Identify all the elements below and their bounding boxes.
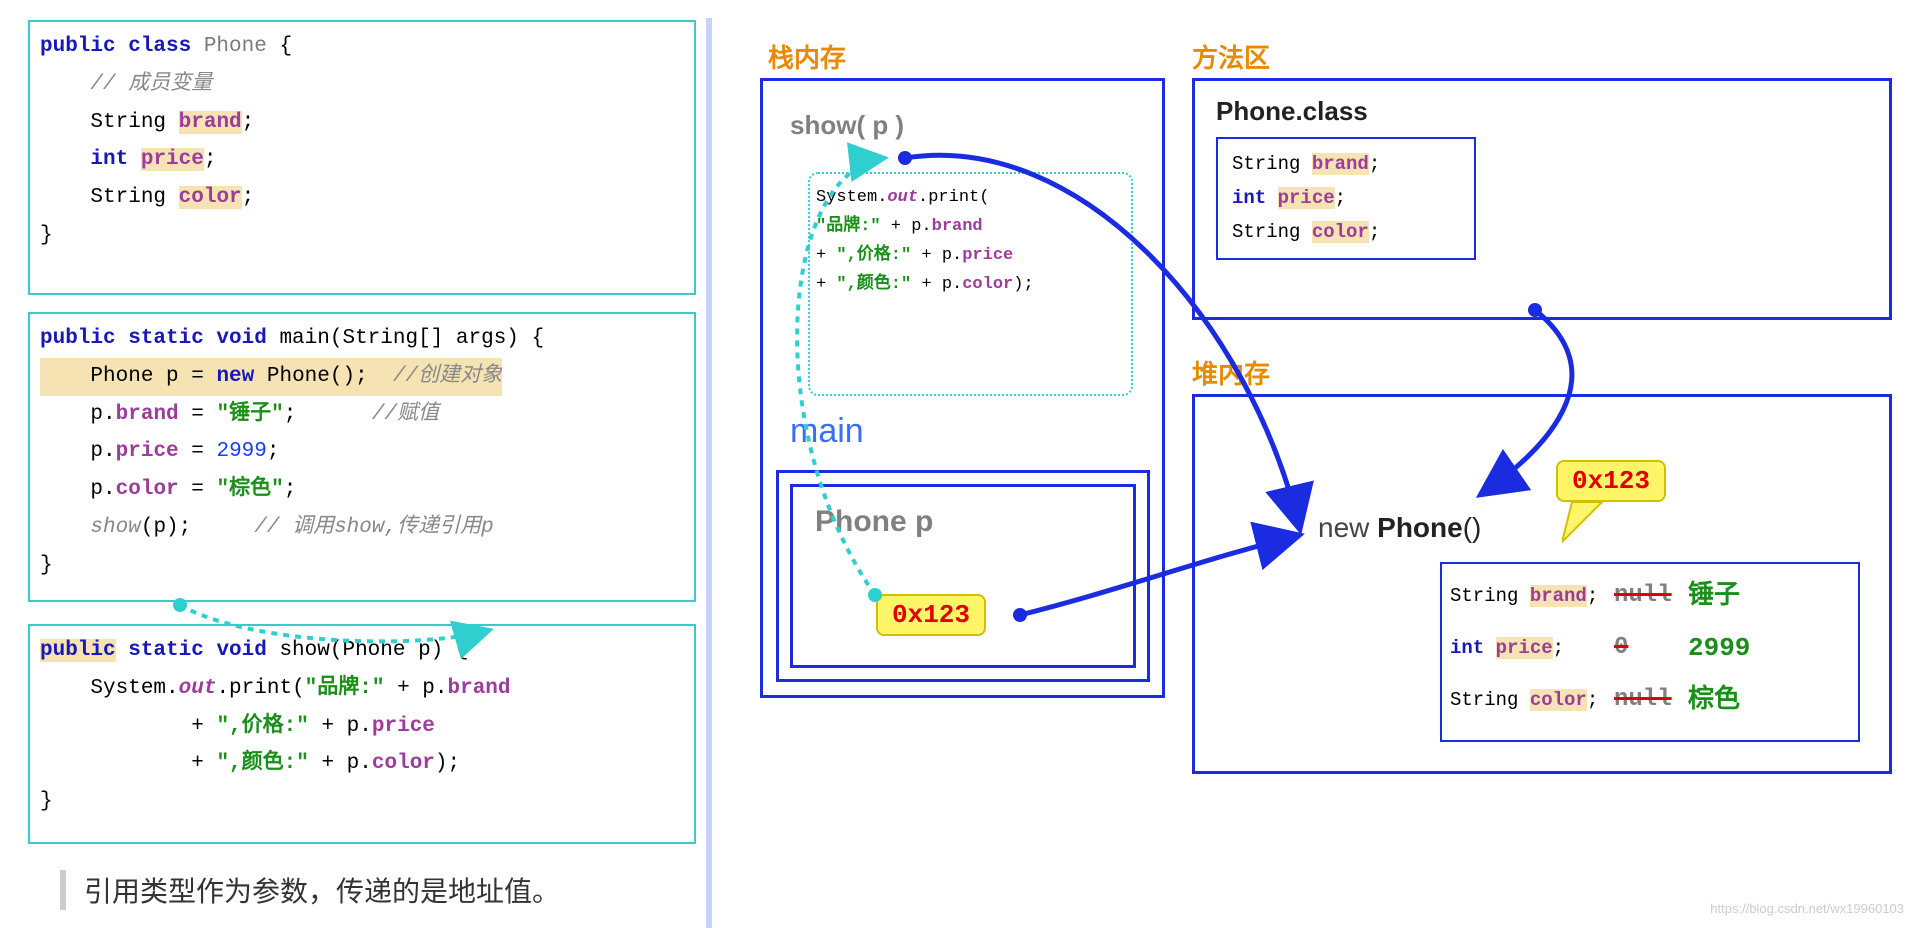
code-show-method: public static void show(Phone p) { Syste…: [28, 624, 696, 844]
class-card-title: Phone.class: [1216, 96, 1864, 127]
callout-heap-address: 0x123: [1556, 460, 1666, 502]
region-label-heap: 堆内存: [1192, 354, 1270, 391]
stack-variable-phone-p: Phone p: [793, 487, 1133, 557]
region-label-stack: 栈内存: [768, 38, 846, 75]
callout-stack-address: 0x123: [876, 594, 986, 636]
stack-frame-show-label: show( p ): [790, 110, 904, 141]
stack-frame-show-body: System.out.print( "品牌:" + p.brand + ",价格…: [808, 172, 1133, 396]
watermark: https://blog.csdn.net/wx19960103: [1710, 901, 1904, 916]
heap-object-title: new new Phone()Phone(): [1318, 512, 1481, 544]
code-main-method: public static void main(String[] args) {…: [28, 312, 696, 602]
heap-object-fields: String brand;null锤子int price;02999String…: [1440, 562, 1860, 742]
stack-frame-main-label: main: [790, 412, 864, 451]
code-class-definition: public class Phone { // 成员变量 String bran…: [28, 20, 696, 295]
stack-frame-main-inner: Phone p: [790, 484, 1136, 668]
class-card-fields: String brand;int price;String color;: [1216, 137, 1476, 260]
caption-text: 引用类型作为参数，传递的是地址值。: [60, 870, 560, 910]
vertical-divider: [706, 18, 712, 928]
callout-heap-tail: [1562, 502, 1612, 552]
method-area-class-card: Phone.class String brand;int price;Strin…: [1216, 96, 1864, 260]
region-label-method-area: 方法区: [1192, 38, 1270, 75]
